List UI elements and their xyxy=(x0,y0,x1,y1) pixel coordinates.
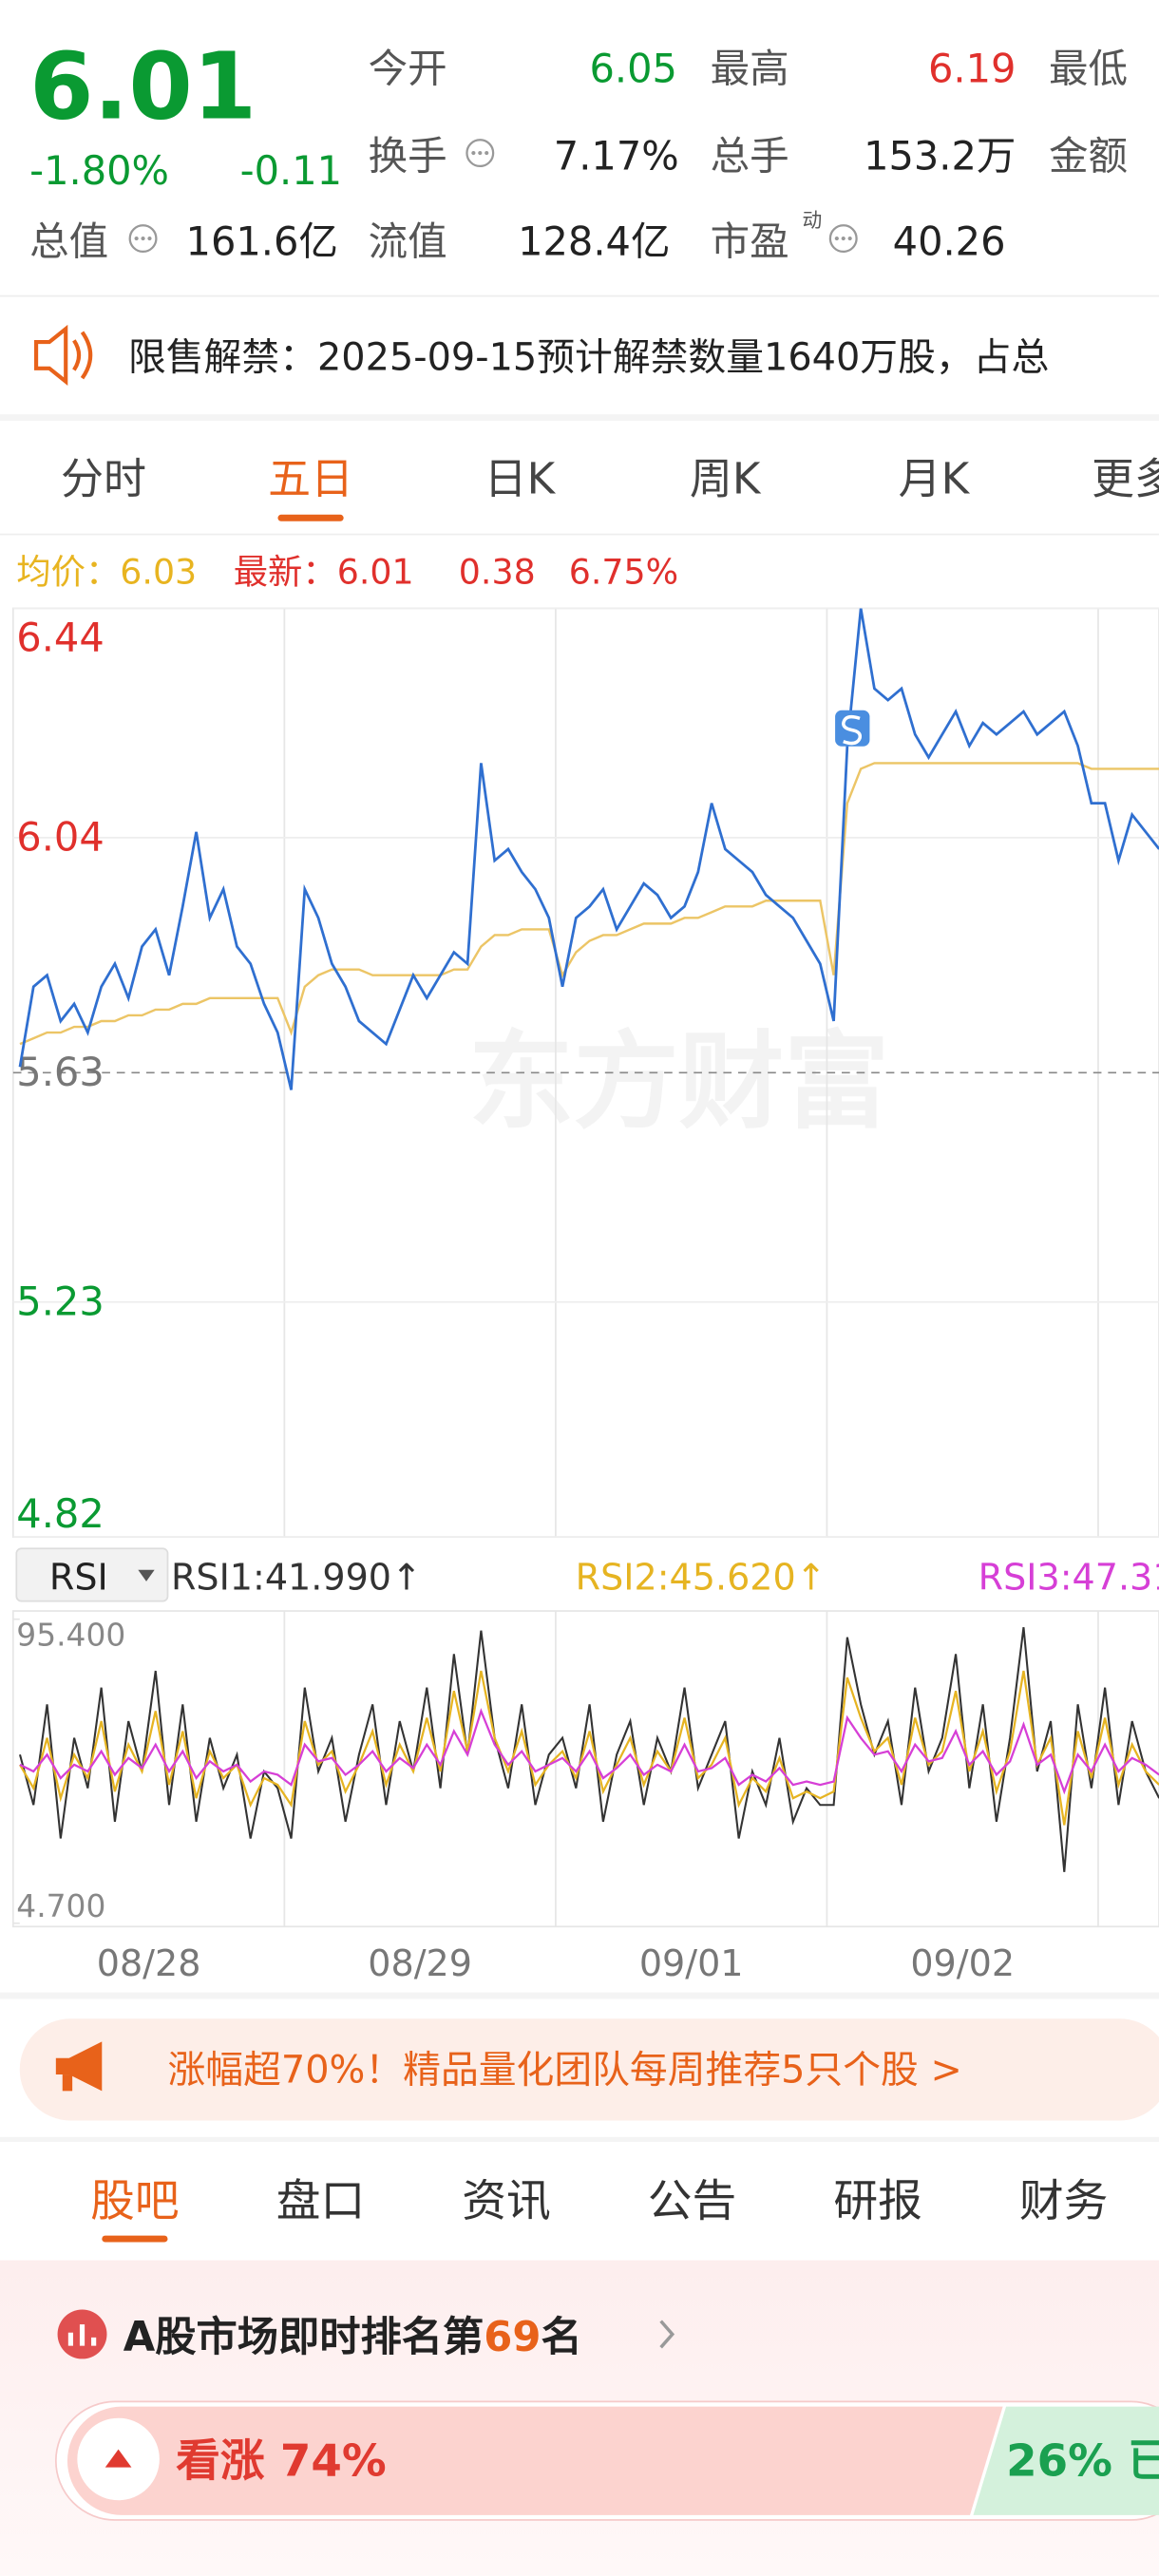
y-tick-label: 6.44 xyxy=(16,614,104,660)
bottom-tab[interactable]: 资讯 xyxy=(462,2176,550,2227)
legend-item: RSI3:47.31 xyxy=(978,1557,1159,1599)
info-dot xyxy=(134,237,139,241)
tab[interactable]: 更多 xyxy=(1092,453,1159,503)
info-dot xyxy=(147,237,152,241)
stat-value: 6.19 xyxy=(928,46,1016,92)
dropdown-arrow xyxy=(138,1569,155,1582)
y-tick-label: 5.63 xyxy=(16,1049,104,1095)
legend-item: 最新：6.01 xyxy=(234,551,414,592)
bull-arrow xyxy=(104,2449,132,2468)
price: 6.01 xyxy=(29,33,256,141)
divider xyxy=(0,2136,1159,2142)
info-icon xyxy=(128,224,158,254)
bear-text: 26% 已 xyxy=(1006,2435,1159,2487)
stat-label: 金额 xyxy=(1049,132,1128,179)
legend-item: 均价：6.03 xyxy=(16,551,197,592)
rank-suffix: 名 xyxy=(541,2314,581,2361)
info-dot xyxy=(478,151,483,156)
stat-label: 最高 xyxy=(711,46,789,92)
stat-label: 换手 xyxy=(369,132,447,179)
bottom-tab[interactable]: 财务 xyxy=(1019,2176,1108,2227)
bull-bar[interactable] xyxy=(66,2406,1003,2515)
notice[interactable]: 限售解禁：2025-09-15预计解禁数量1640万股，占总 xyxy=(128,336,1049,380)
stat-label: 流值 xyxy=(369,218,447,264)
tab[interactable]: 日K xyxy=(484,453,557,503)
tab-indicator xyxy=(277,514,344,521)
stat-label: 今开 xyxy=(369,46,447,92)
speaker-icon xyxy=(33,324,93,386)
x-tick-label: 08/28 xyxy=(97,1942,201,1984)
info-icon xyxy=(466,139,495,168)
divider xyxy=(0,1992,1159,1999)
ad-banner[interactable] xyxy=(19,2018,1159,2121)
bear-bar[interactable] xyxy=(973,2406,1159,2515)
x-tick-label: 08/29 xyxy=(368,1942,472,1984)
tab[interactable]: 五日 xyxy=(268,453,353,503)
y-tick-label: 95.400 xyxy=(16,1616,125,1653)
y-tick-label: 4.700 xyxy=(16,1887,105,1924)
stat-label: 市盈 xyxy=(711,218,789,264)
tab[interactable]: 分时 xyxy=(61,453,146,503)
legend-item: RSI2:45.620↑ xyxy=(576,1557,826,1599)
rank-icon-bars xyxy=(67,2324,97,2346)
megaphone-icon xyxy=(55,2041,103,2092)
rank-text[interactable]: A股市场即时排名第69名 xyxy=(124,2314,582,2361)
indicator-name: RSI xyxy=(49,1557,108,1599)
tab-indicator xyxy=(102,2235,168,2243)
bull-text: 看涨 74% xyxy=(176,2435,387,2487)
tab[interactable]: 月K xyxy=(899,453,971,503)
ad-text[interactable]: 涨幅超70%！精品量化团队每周推荐5只个股 > xyxy=(168,2049,962,2093)
chevron xyxy=(659,2320,675,2349)
stat-value: 128.4亿 xyxy=(518,218,670,264)
info-dot xyxy=(847,237,852,241)
rank-prefix: A股市场即时排名第 xyxy=(124,2314,484,2361)
legend-item: 6.75% xyxy=(569,551,678,592)
stat-label: 总手 xyxy=(711,132,789,179)
rsi-line xyxy=(18,1627,1159,1872)
rsi-line xyxy=(19,1670,1159,1826)
price-line xyxy=(18,608,1159,1090)
stat-value: 161.6亿 xyxy=(186,218,338,264)
info-dot xyxy=(484,151,489,156)
stat-label: 最低 xyxy=(1049,46,1128,92)
stat-value: 6.05 xyxy=(590,46,677,92)
rsi-frame xyxy=(11,1610,1159,1928)
rank-number: 69 xyxy=(484,2314,541,2361)
quote-header: 6.01 -1.80% -0.11 xyxy=(29,33,342,194)
stat-value: 7.17% xyxy=(554,132,679,179)
stat-sup: 动 xyxy=(802,209,822,232)
info-dot xyxy=(841,237,846,241)
y-tick-label: 4.82 xyxy=(16,1490,104,1537)
x-tick-label: 09/01 xyxy=(639,1942,744,1984)
indicator-select[interactable] xyxy=(15,1547,169,1602)
bottom-tab[interactable]: 盘口 xyxy=(276,2176,365,2227)
change: -0.11 xyxy=(240,147,342,194)
watermark: 东方财富 xyxy=(468,1021,889,1144)
legend-item: RSI1:41.990↑ xyxy=(171,1557,422,1599)
divider xyxy=(0,414,1159,422)
y-tick-label: 6.04 xyxy=(16,814,104,861)
stat-label: 总值 xyxy=(29,218,108,264)
legend-item: 0.38 xyxy=(459,551,536,592)
bottom-tab[interactable]: 公告 xyxy=(648,2176,736,2227)
tab[interactable]: 周K xyxy=(690,453,762,503)
rsi-line xyxy=(19,1708,1159,1795)
stat-value: 153.2万 xyxy=(864,132,1016,179)
bottom-tab[interactable]: 股吧 xyxy=(90,2176,179,2227)
info-dot xyxy=(834,237,839,241)
y-tick-label: 5.23 xyxy=(16,1279,104,1325)
stat-value: 40.26 xyxy=(893,218,1006,264)
info-dot xyxy=(141,237,145,241)
x-tick-label: 09/02 xyxy=(910,1942,1015,1984)
bottom-tab[interactable]: 研报 xyxy=(833,2176,922,2227)
info-icon xyxy=(828,224,858,254)
s-marker-shape xyxy=(842,714,863,746)
avg-price-line xyxy=(19,762,1159,1046)
info-dot xyxy=(471,151,476,156)
change-pct: -1.80% xyxy=(29,147,169,194)
